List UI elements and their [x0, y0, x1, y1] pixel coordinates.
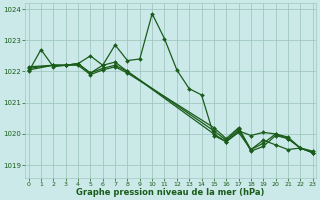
X-axis label: Graphe pression niveau de la mer (hPa): Graphe pression niveau de la mer (hPa)	[76, 188, 265, 197]
